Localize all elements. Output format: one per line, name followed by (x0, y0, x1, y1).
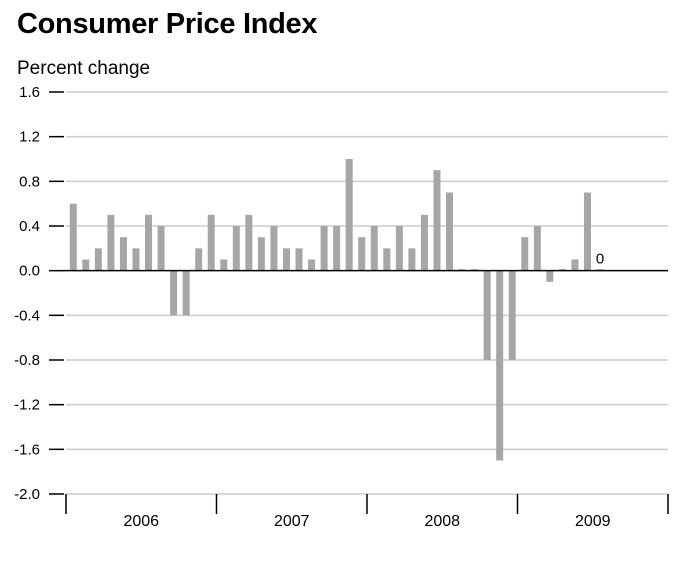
y-tick-label: -0.4 (14, 307, 40, 324)
bar (345, 159, 353, 271)
bar (420, 214, 428, 271)
bar (232, 226, 240, 271)
bar (182, 270, 190, 316)
bar (533, 226, 541, 271)
chart-title: Consumer Price Index (17, 8, 318, 40)
bar (69, 203, 77, 271)
bar (446, 192, 454, 271)
y-tick-label: -0.8 (14, 352, 40, 369)
bar (94, 248, 102, 271)
bar (82, 259, 90, 271)
bar (433, 170, 441, 271)
bar (320, 226, 328, 271)
bar (245, 214, 253, 271)
bar (107, 214, 115, 271)
bar (257, 237, 265, 271)
bar (546, 270, 554, 282)
bar (383, 248, 391, 271)
bar (395, 226, 403, 271)
bar (483, 270, 491, 360)
y-tick-label: -2.0 (14, 486, 40, 503)
value-annotation: 0 (596, 251, 604, 268)
bar (370, 226, 378, 271)
x-tick-label: 2006 (123, 513, 159, 530)
bar (295, 248, 303, 271)
bar (145, 214, 153, 271)
bar (282, 248, 290, 271)
bar (220, 259, 228, 271)
bar (333, 226, 341, 271)
x-tick-label: 2009 (575, 513, 611, 530)
bar (521, 237, 529, 271)
y-tick-label: 0.4 (19, 218, 40, 235)
y-tick-label: 0.0 (19, 263, 40, 280)
x-tick-label: 2008 (424, 513, 460, 530)
y-tick-label: 1.6 (19, 84, 40, 101)
bar (132, 248, 140, 271)
bar (270, 226, 278, 271)
y-tick-label: 0.8 (19, 173, 40, 190)
bar (157, 226, 165, 271)
bar (119, 237, 127, 271)
bar (496, 270, 504, 461)
bar (358, 237, 366, 271)
y-axis-label: Percent change (17, 58, 151, 79)
bar (508, 270, 516, 360)
bar (195, 248, 203, 271)
x-tick-label: 2007 (274, 513, 310, 530)
bar (207, 214, 215, 271)
y-tick-label: -1.2 (14, 397, 40, 414)
bar (583, 192, 591, 271)
bar (571, 259, 579, 271)
bar (308, 259, 316, 271)
y-tick-label: -1.6 (14, 441, 40, 458)
bar (408, 248, 416, 271)
y-tick-label: 1.2 (19, 129, 40, 146)
bar (170, 270, 178, 316)
